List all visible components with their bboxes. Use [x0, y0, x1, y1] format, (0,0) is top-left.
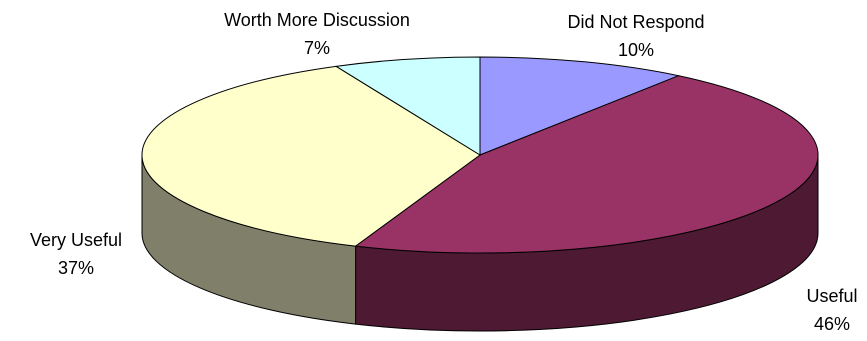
pie-label-layer: Did Not Respond 10% Useful 46% Very Useful 37…: [30, 10, 858, 334]
slice-value-very-useful: 37%: [58, 258, 94, 278]
slice-label-useful: Useful: [806, 286, 857, 306]
slice-label-very-useful: Very Useful: [30, 230, 122, 250]
slice-label-worth-more-discussion: Worth More Discussion: [224, 10, 410, 30]
pie-top-layer: [141, 56, 819, 254]
pie-slice-worth-more-discussion: [334, 56, 481, 156]
pie-slice-did-not-respond: [479, 56, 681, 156]
slice-value-useful: 46%: [814, 314, 850, 334]
slice-value-did-not-respond: 10%: [618, 40, 654, 60]
slice-label-did-not-respond: Did Not Respond: [567, 12, 704, 32]
pie-slice-useful: [354, 75, 819, 254]
pie-slice-very-useful: [141, 65, 481, 247]
slice-value-worth-more-discussion: 7%: [304, 38, 330, 58]
